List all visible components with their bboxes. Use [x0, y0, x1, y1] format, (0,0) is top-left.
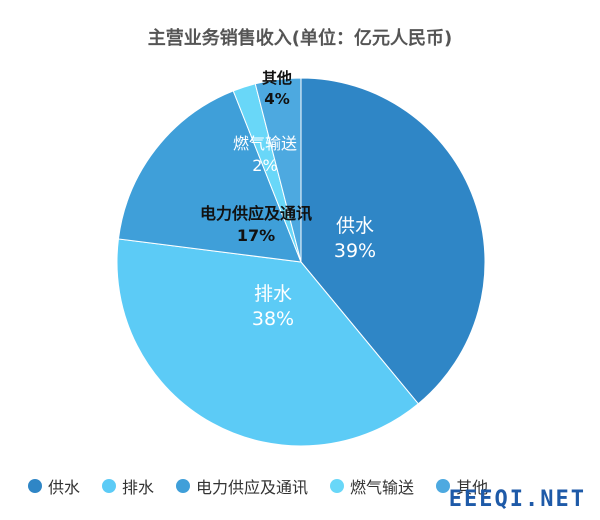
slice-name-other: 其他 [262, 69, 292, 87]
legend: 供水 排水 电力供应及通讯 燃气输送 其他 [28, 474, 488, 498]
slice-percent-other: 4% [264, 90, 289, 108]
pie-slice-other[interactable] [254, 77, 302, 263]
legend-label-gas: 燃气输送 [350, 478, 415, 497]
watermark-text: EEEQI.NET [448, 487, 586, 512]
slice-label-gas: 燃气输送 2% [233, 134, 297, 175]
slice-name-gas: 燃气输送 [233, 134, 297, 153]
legend-item-supply[interactable]: 供水 [28, 474, 80, 498]
pie-slice-supply[interactable] [300, 77, 486, 405]
legend-item-drainage[interactable]: 排水 [102, 474, 154, 498]
legend-swatch-drainage [102, 479, 117, 493]
slice-percent-gas: 2% [252, 156, 277, 175]
pie-slice-drainage[interactable] [116, 238, 419, 447]
slice-label-other: 其他 4% [262, 69, 292, 108]
legend-swatch-supply [28, 479, 42, 493]
legend-item-power[interactable]: 电力供应及通讯 [176, 474, 308, 498]
pie-slice-power[interactable] [117, 90, 302, 263]
slice-name-power: 电力供应及通讯 [200, 204, 312, 223]
slice-name-supply: 供水 [336, 215, 374, 237]
chart-title: 主营业务销售收入(单位：亿元人民币) [147, 28, 453, 49]
legend-label-supply: 供水 [48, 478, 81, 497]
slice-percent-power: 17% [237, 226, 275, 245]
slice-name-drainage: 排水 [254, 283, 292, 305]
legend-swatch-gas [330, 479, 345, 493]
slice-label-power: 电力供应及通讯 17% [200, 204, 312, 245]
slice-label-supply: 供水 39% [334, 215, 376, 262]
legend-swatch-other [436, 479, 451, 493]
legend-swatch-power [176, 479, 191, 493]
legend-label-power: 电力供应及通讯 [196, 478, 309, 497]
legend-item-gas[interactable]: 燃气输送 [330, 474, 414, 498]
slice-percent-supply: 39% [334, 240, 376, 262]
slice-percent-drainage: 38% [252, 308, 294, 330]
legend-label-drainage: 排水 [122, 478, 155, 497]
legend-label-other: 其他 [456, 478, 489, 497]
legend-item-other[interactable]: 其他 [436, 474, 488, 498]
slice-label-drainage: 排水 38% [252, 283, 294, 330]
